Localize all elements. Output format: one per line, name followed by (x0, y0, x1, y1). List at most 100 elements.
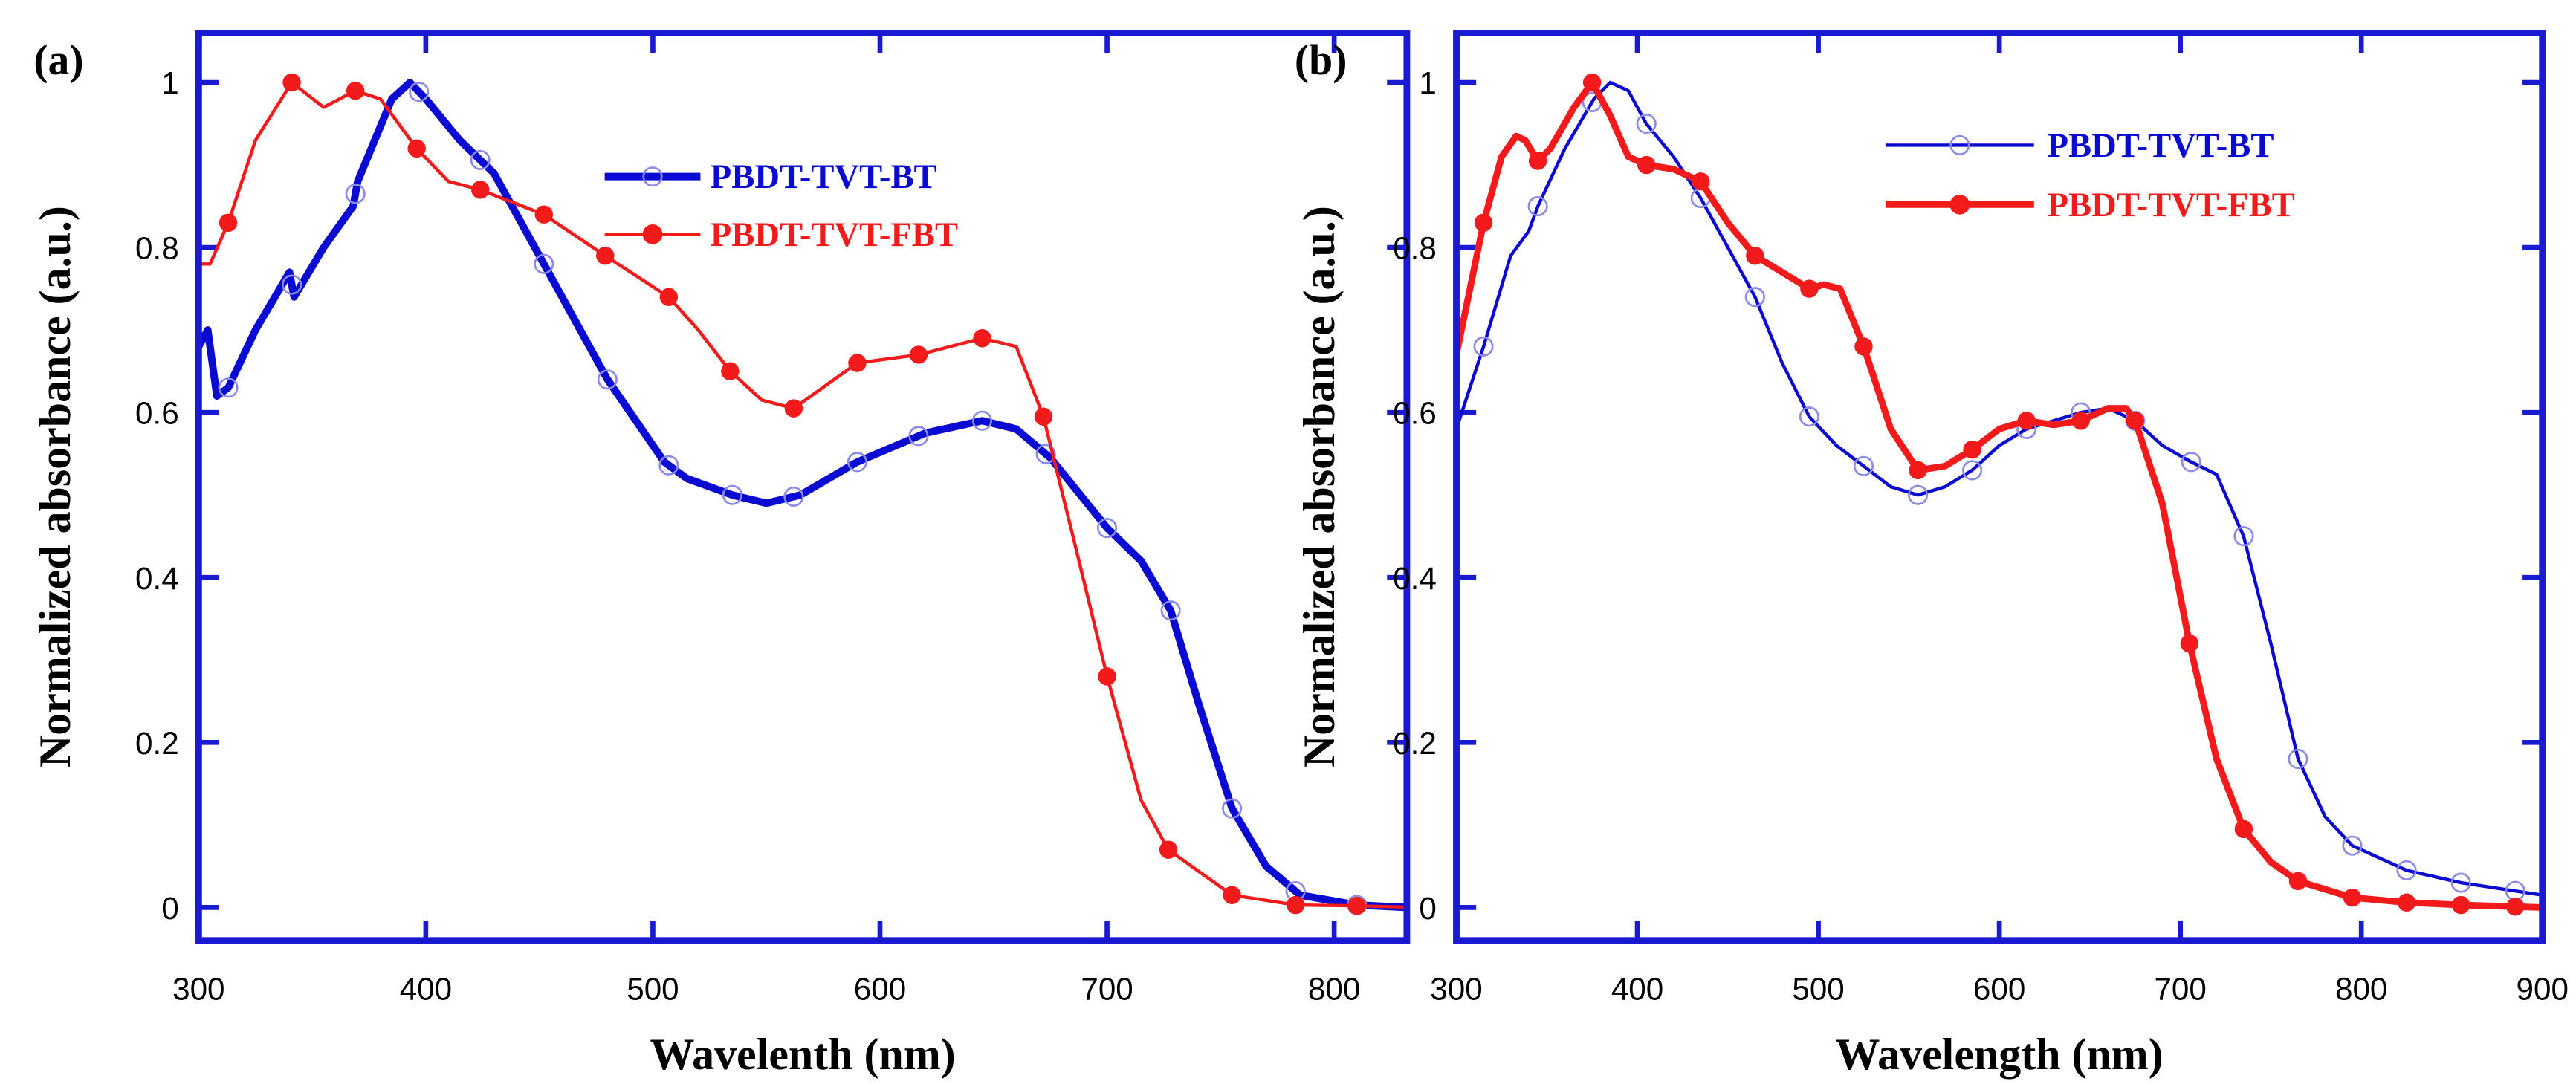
data-point-marker (534, 253, 554, 274)
data-point-marker (2343, 888, 2362, 907)
data-point-marker (1474, 213, 1493, 233)
data-point-marker (908, 426, 929, 447)
y-tick-label: 0.4 (1393, 561, 1437, 596)
x-tick-label: 400 (1611, 972, 1663, 1007)
data-point-marker (218, 377, 239, 398)
data-point-marker (282, 274, 302, 295)
x-axis-title: Wavelength (nm) (1836, 1030, 2164, 1079)
legend-item: PBDT-TVT-FBT (604, 215, 958, 254)
legend-item: PBDT-TVT-BT (604, 158, 937, 196)
data-point-marker (2181, 452, 2201, 473)
data-point-marker (1098, 667, 1116, 686)
data-point-marker (1582, 73, 1602, 92)
x-tick-label: 700 (2154, 972, 2206, 1007)
data-point-marker (784, 399, 803, 418)
data-point-marker (596, 246, 615, 265)
legend-item: PBDT-TVT-FBT (1885, 186, 2295, 224)
legend-label: PBDT-TVT-BT (2048, 126, 2274, 165)
data-point-marker (722, 484, 742, 505)
legend-marker (642, 224, 663, 244)
data-point-marker (1854, 337, 1873, 356)
series-pbdt-tvt-fbt (1456, 73, 2543, 916)
data-point-marker (1347, 896, 1366, 915)
x-axis-title: Wavelenth (nm) (650, 1030, 955, 1079)
data-point-marker (1034, 407, 1053, 426)
data-point-marker (971, 410, 993, 431)
data-point-marker (1222, 798, 1243, 819)
y-axis-title: Normalized absorbance (a.u.) (1295, 206, 1344, 767)
data-point-marker (659, 288, 679, 306)
data-point-marker (219, 213, 238, 233)
x-tick-label: 400 (400, 972, 452, 1007)
data-point-marker (1746, 246, 1764, 265)
x-tick-label: 500 (1792, 972, 1844, 1007)
data-point-marker (1799, 406, 1819, 427)
data-point-marker (1907, 484, 1929, 505)
data-point-marker (407, 139, 426, 158)
plot-frame (195, 29, 1411, 944)
data-point-marker (2396, 860, 2417, 880)
data-point-marker (1097, 518, 1118, 539)
data-point-marker (409, 82, 430, 103)
legend-label: PBDT-TVT-BT (711, 158, 937, 196)
series-line (1456, 80, 2543, 897)
legend-label: PBDT-TVT-FBT (2048, 186, 2295, 224)
data-point-marker (1223, 886, 1241, 904)
data-point-marker (2017, 412, 2036, 430)
data-point-marker (1035, 444, 1056, 464)
data-point-marker (345, 184, 366, 204)
y-tick-label: 0 (1419, 891, 1436, 926)
y-tick-label: 0.6 (135, 396, 179, 431)
data-point-marker (2234, 820, 2253, 839)
data-point-marker (2451, 895, 2470, 915)
x-tick-label: 800 (2335, 972, 2387, 1007)
data-point-marker (1637, 155, 1656, 175)
data-point-marker (597, 369, 618, 390)
data-point-marker (1744, 287, 1765, 308)
data-point-marker (2180, 634, 2199, 653)
data-point-marker (2288, 872, 2308, 891)
plot-frame (1453, 29, 2546, 944)
x-tick-label: 600 (1973, 972, 2025, 1007)
data-point-marker (2505, 898, 2525, 916)
data-point-marker (471, 181, 490, 199)
data-point-marker (2288, 748, 2308, 770)
y-tick-label: 0.2 (1393, 726, 1437, 761)
data-point-marker (2450, 872, 2471, 893)
legend-item: PBDT-TVT-BT (1885, 126, 2274, 165)
y-tick-label: 0.8 (135, 231, 179, 266)
data-point-marker (1800, 279, 1819, 298)
data-point-marker (783, 486, 804, 507)
data-point-marker (2342, 835, 2363, 856)
data-point-marker (282, 73, 301, 92)
panel-b: 300 400 500 600 700 800 900 0 0.2 0.4 0.6 0.8 1 PBDT-… (1295, 29, 2569, 1079)
series-pbdt-tvt-fbt (198, 73, 1407, 915)
y-tick-label: 0.4 (135, 561, 179, 596)
y-axis-title: Normalized absorbance (a.u.) (30, 206, 80, 767)
y-tick-label: 0.8 (1393, 231, 1437, 266)
panel-label: (b) (1295, 37, 1347, 84)
y-tick-label: 0 (161, 891, 178, 926)
data-point-marker (973, 329, 991, 348)
series-pbdt-tvt-bt (1456, 80, 2543, 901)
data-point-marker (1909, 461, 1927, 480)
x-tick-label: 600 (854, 972, 906, 1007)
panel-label: (a) (33, 37, 83, 84)
data-point-marker (1159, 840, 1178, 859)
data-point-marker (1963, 440, 1981, 459)
x-tick-label: 500 (627, 972, 679, 1007)
data-point-marker (1853, 455, 1874, 476)
data-point-marker (909, 345, 928, 364)
data-point-marker (2397, 893, 2416, 912)
data-point-marker (848, 354, 867, 372)
x-tick-label: 900 (2517, 972, 2569, 1007)
data-point-marker (1286, 895, 1305, 915)
legend-label: PBDT-TVT-FBT (711, 215, 958, 254)
data-point-marker (470, 149, 491, 170)
y-tick-label: 0.6 (1393, 396, 1437, 431)
data-point-marker (1527, 196, 1548, 217)
series-pbdt-tvt-bt (198, 79, 1407, 915)
data-point-marker (534, 205, 553, 224)
x-tick-label: 800 (1308, 972, 1360, 1007)
